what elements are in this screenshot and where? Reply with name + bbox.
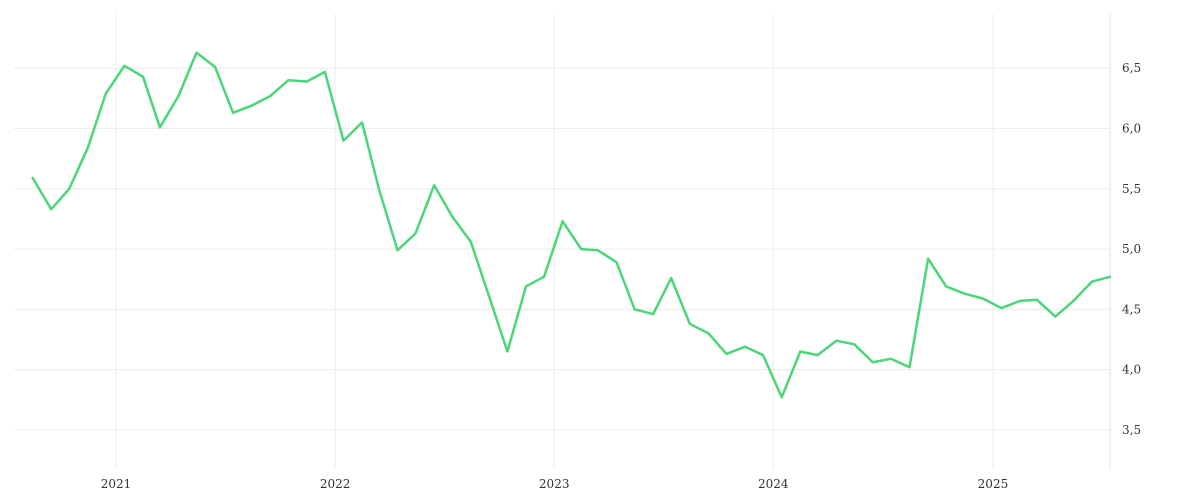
vertical-gridlines <box>115 14 994 468</box>
x-axis-ticks: 2021 2022 2023 2024 2025 <box>101 477 1008 491</box>
horizontal-gridlines <box>14 67 1110 431</box>
y-axis-ticks: 3,5 4,0 4,5 5,0 5,5 6,0 6,5 <box>1122 61 1141 437</box>
y-tick-label: 5,0 <box>1122 242 1141 256</box>
y-tick-label: 4,5 <box>1122 302 1141 316</box>
x-tick-label: 2022 <box>320 477 351 491</box>
x-tick-label: 2023 <box>539 477 570 491</box>
y-tick-label: 5,5 <box>1122 182 1141 196</box>
x-tick-label: 2021 <box>101 477 132 491</box>
y-tick-label: 4,0 <box>1122 363 1141 377</box>
x-tick-label: 2024 <box>758 477 789 491</box>
series-line <box>31 51 1112 399</box>
series-layer <box>31 51 1112 399</box>
y-tick-label: 3,5 <box>1122 423 1141 437</box>
y-tick-label: 6,5 <box>1122 61 1141 75</box>
x-tick-label: 2025 <box>978 477 1009 491</box>
y-tick-label: 6,0 <box>1122 122 1141 136</box>
